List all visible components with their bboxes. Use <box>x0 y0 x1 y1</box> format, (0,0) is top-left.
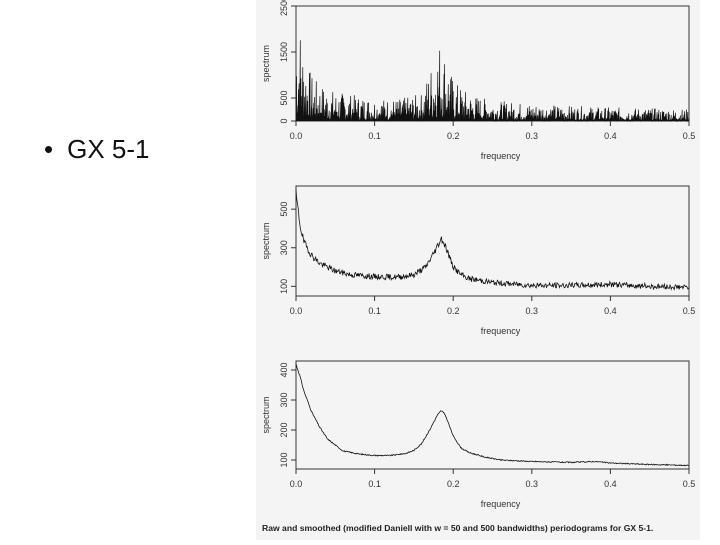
x-tick-label: 0.0 <box>290 131 303 141</box>
x-tick-label: 0.5 <box>683 131 696 141</box>
plot-frame <box>295 5 690 122</box>
bullet-text: GX 5-1 <box>67 134 150 164</box>
figure-caption: Raw and smoothed (modified Daniell with … <box>262 523 654 533</box>
x-tick-label: 0.0 <box>290 306 303 316</box>
x-tick-label: 0.2 <box>447 131 460 141</box>
chart-panel-3: 0.0 0.1 0.2 0.3 0.4 0.5 frequency 100 200 300 400 s… <box>261 360 696 509</box>
plot-frame <box>295 360 690 470</box>
y-tick-label: 2500 <box>279 0 289 16</box>
bullet-dot: • <box>44 134 54 164</box>
y-tick-label: 200 <box>279 422 289 437</box>
y-axis-label: spectrum <box>261 222 271 259</box>
x-tick-label: 0.3 <box>526 306 539 316</box>
x-tick-label: 0.3 <box>526 479 539 489</box>
x-tick-label: 0.1 <box>368 479 381 489</box>
x-tick-label: 0.5 <box>683 479 696 489</box>
x-tick-label: 0.4 <box>604 131 617 141</box>
y-tick-label: 100 <box>279 279 289 294</box>
slide-bullet: • GX 5-1 <box>44 134 149 165</box>
y-tick-label: 500 <box>279 202 289 217</box>
x-tick-label: 0.0 <box>290 479 303 489</box>
y-tick-label: 400 <box>279 362 289 377</box>
x-tick-label: 0.2 <box>447 306 460 316</box>
x-tick-label: 0.4 <box>604 306 617 316</box>
series-line <box>295 189 690 291</box>
plot-frame <box>295 185 690 297</box>
y-tick-label: 100 <box>279 452 289 467</box>
x-tick-label: 0.2 <box>447 479 460 489</box>
x-axis-label: frequency <box>481 499 521 509</box>
series-line <box>295 363 690 467</box>
periodogram-figure: 0.0 0.1 0.2 0.3 0.4 0.5 frequency 0 500 1500 2500 s… <box>256 0 700 540</box>
y-tick-label: 500 <box>279 90 289 105</box>
y-axis-label: spectrum <box>261 396 271 433</box>
x-tick-label: 0.1 <box>368 131 381 141</box>
series-line <box>295 40 690 123</box>
x-tick-label: 0.4 <box>604 479 617 489</box>
y-tick-label: 1500 <box>279 42 289 62</box>
x-tick-label: 0.3 <box>526 131 539 141</box>
x-axis-label: frequency <box>481 326 521 336</box>
y-tick-label: 300 <box>279 392 289 407</box>
x-axis-label: frequency <box>481 151 521 161</box>
periodogram-plots: 0.0 0.1 0.2 0.3 0.4 0.5 frequency 0 500 1500 2500 s… <box>261 0 696 509</box>
x-tick-label: 0.1 <box>368 306 381 316</box>
chart-panel-2: 0.0 0.1 0.2 0.3 0.4 0.5 frequency 100 300 500 spec… <box>261 185 696 336</box>
y-tick-label: 0 <box>279 118 289 123</box>
y-tick-label: 300 <box>279 240 289 255</box>
y-axis-label: spectrum <box>261 45 271 82</box>
x-tick-label: 0.5 <box>683 306 696 316</box>
chart-panel-1: 0.0 0.1 0.2 0.3 0.4 0.5 frequency 0 500 1500 2500 s… <box>261 0 695 161</box>
